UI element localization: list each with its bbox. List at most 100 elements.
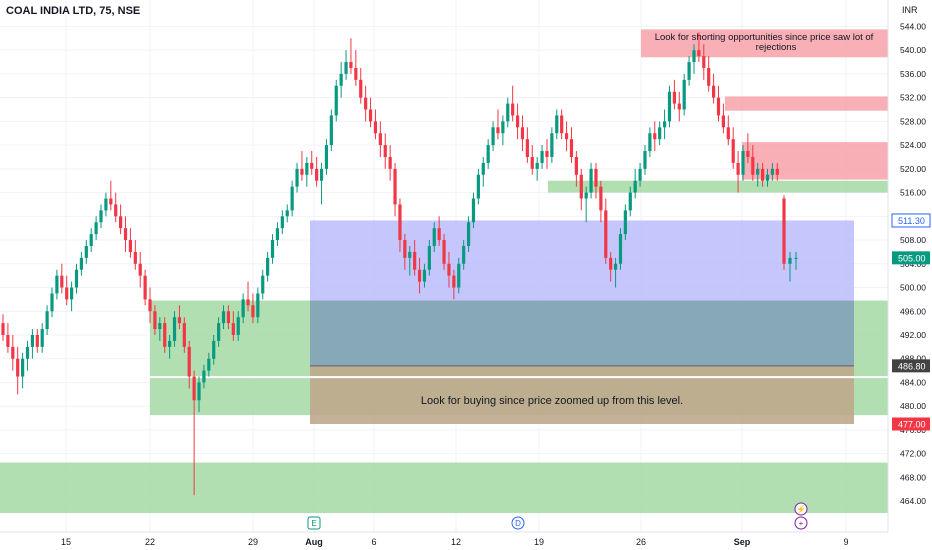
candle-body bbox=[775, 168, 779, 175]
event-marker-glyph: + bbox=[799, 519, 804, 528]
candle-body bbox=[653, 133, 657, 140]
event-marker-glyph: E bbox=[311, 519, 316, 528]
candle-body bbox=[545, 151, 549, 157]
price-label-box bbox=[891, 213, 931, 228]
candle-body bbox=[70, 287, 74, 300]
price-tick-label: 496.00 bbox=[900, 306, 926, 316]
candle-body bbox=[89, 234, 93, 246]
candle-body bbox=[197, 382, 201, 401]
candle-body bbox=[594, 168, 598, 187]
price-tick-label: 508.00 bbox=[900, 235, 926, 245]
candle-body bbox=[168, 340, 172, 347]
zone-red bbox=[641, 29, 888, 58]
candle-body bbox=[163, 323, 167, 347]
candle-body bbox=[45, 311, 49, 330]
candle-body bbox=[736, 162, 740, 175]
candle-body bbox=[158, 323, 162, 330]
candle-body bbox=[648, 133, 652, 152]
time-tick-label: 12 bbox=[451, 537, 461, 547]
candle-body bbox=[270, 240, 275, 258]
candle-body bbox=[491, 127, 495, 146]
price-tick-label: 484.00 bbox=[900, 377, 926, 387]
candle-body bbox=[432, 228, 436, 246]
candle-body bbox=[658, 127, 662, 140]
candle-body bbox=[427, 245, 431, 270]
event-marker-glyph: D bbox=[515, 519, 521, 528]
candle-body bbox=[422, 269, 427, 282]
candle-body bbox=[457, 263, 461, 288]
candle-body bbox=[310, 162, 314, 169]
candle-body bbox=[618, 234, 623, 264]
price-tick-label: 488.00 bbox=[900, 354, 926, 364]
price-tick-label: 528.00 bbox=[900, 116, 926, 126]
candle-body bbox=[300, 168, 304, 175]
candle-body bbox=[560, 115, 564, 134]
candle-body bbox=[687, 62, 691, 80]
candle-body bbox=[329, 115, 333, 146]
candle-body bbox=[221, 311, 226, 324]
candle-body bbox=[251, 305, 255, 318]
price-tick-label: 472.00 bbox=[900, 449, 926, 459]
candle-body bbox=[207, 358, 211, 371]
candle-body bbox=[677, 103, 681, 110]
candle-body bbox=[305, 162, 309, 175]
candle-body bbox=[716, 97, 721, 116]
candle-body bbox=[613, 263, 618, 270]
candle-body bbox=[334, 85, 338, 116]
candle-body bbox=[515, 115, 520, 128]
candle-body bbox=[40, 329, 44, 347]
candle-body bbox=[721, 115, 725, 128]
candle-body bbox=[442, 240, 446, 264]
candle-body bbox=[623, 210, 627, 235]
candle-body bbox=[788, 257, 792, 264]
candle-body bbox=[104, 198, 108, 211]
price-tick-label: 480.00 bbox=[900, 401, 926, 411]
candle-body bbox=[143, 275, 147, 300]
candle-body bbox=[393, 168, 397, 205]
candle-body bbox=[682, 79, 686, 110]
candle-body bbox=[30, 334, 35, 347]
candle-body bbox=[530, 156, 534, 169]
candle-body bbox=[359, 79, 363, 98]
candle-body bbox=[344, 62, 348, 74]
currency-label: INR bbox=[902, 5, 918, 15]
candle-body bbox=[511, 103, 515, 116]
candle-body bbox=[569, 139, 574, 157]
zone-red bbox=[725, 96, 888, 111]
candle-body bbox=[236, 317, 240, 335]
candle-body bbox=[290, 186, 294, 211]
candle-body bbox=[471, 198, 476, 223]
time-tick-label: 19 bbox=[534, 537, 544, 547]
candle-body bbox=[153, 311, 157, 330]
candle-body bbox=[707, 67, 711, 86]
candle-body bbox=[525, 139, 529, 157]
zone-blue bbox=[310, 220, 854, 301]
event-marker-earnings bbox=[307, 516, 321, 530]
price-label-box bbox=[892, 251, 930, 265]
event-marker bbox=[511, 516, 525, 530]
price-label: 477.00 bbox=[898, 419, 926, 429]
candle-body bbox=[187, 346, 191, 377]
candle-body bbox=[295, 168, 299, 187]
candle-body bbox=[138, 263, 142, 276]
candle-body bbox=[599, 186, 603, 211]
candle-body bbox=[535, 162, 539, 169]
candle-body bbox=[172, 317, 177, 341]
candle-body bbox=[751, 156, 755, 175]
candle-body bbox=[349, 62, 353, 68]
candle-body bbox=[84, 245, 88, 258]
candle-body bbox=[584, 192, 588, 199]
annotation-short-line1: Look for shorting opportunities since pr… bbox=[655, 32, 874, 43]
candle-body bbox=[564, 133, 569, 140]
candle-body bbox=[364, 97, 368, 110]
candle-body bbox=[128, 240, 133, 252]
price-tick-label: 520.00 bbox=[900, 164, 926, 174]
candle-body bbox=[11, 346, 15, 359]
event-marker-glyph: ⚡ bbox=[796, 504, 806, 514]
candle-body bbox=[319, 168, 324, 181]
candle-body bbox=[760, 168, 765, 181]
event-marker bbox=[794, 516, 808, 530]
candle-body bbox=[285, 210, 289, 217]
candle-body bbox=[99, 210, 103, 223]
